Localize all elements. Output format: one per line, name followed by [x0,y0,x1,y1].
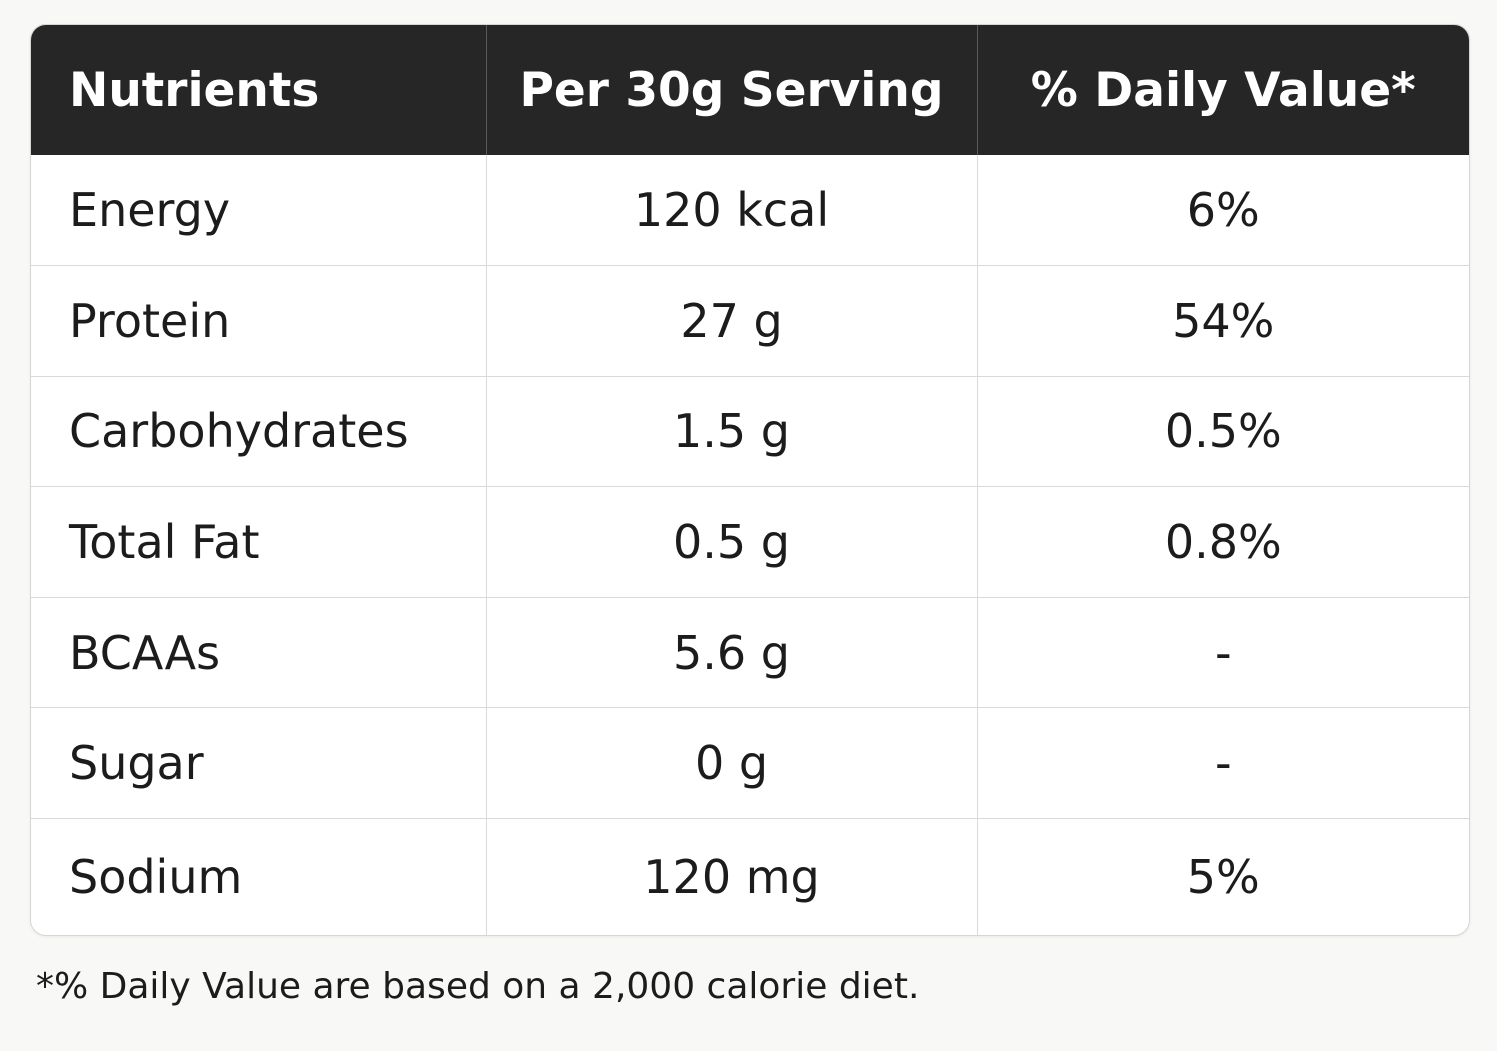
nutrition-table: Nutrients Per 30g Serving % Daily Value*… [31,25,1469,935]
table-row: Sugar 0 g - [31,707,1469,819]
per-serving-value: 5.6 g [486,596,978,708]
per-serving-value: 120 kcal [486,155,978,266]
per-serving-value: 1.5 g [486,375,978,487]
nutrient-name: Sodium [31,817,487,935]
daily-value: 6% [1186,183,1260,238]
nutrient-name: Total Fat [31,486,487,598]
table-body: Energy 120 kcal 6% Protein 27 g 54% Carb… [31,155,1469,935]
daily-value: - [977,707,1469,819]
header-daily-value: % Daily Value* [1030,62,1416,118]
nutrient-name: Carbohydrates [31,375,487,487]
table-row: Carbohydrates 1.5 g 0.5% [31,375,1469,487]
nutrition-table-card: Nutrients Per 30g Serving % Daily Value*… [30,24,1470,936]
header-nutrients: Nutrients [31,25,487,155]
per-serving-value: 27 g [486,265,978,377]
table-row: Energy 120 kcal 6% [31,155,1469,266]
table-row: Sodium 120 mg 5% [31,817,1469,935]
daily-value: - [977,596,1469,708]
daily-value: 0.5% [977,375,1469,487]
daily-value: 5% [977,817,1469,935]
header-row: Nutrients Per 30g Serving % Daily Value* [31,25,1469,155]
nutrient-name: BCAAs [31,596,487,708]
table-row: Total Fat 0.5 g 0.8% [31,486,1469,598]
table-row: BCAAs 5.6 g - [31,596,1469,708]
table-row: Protein 27 g 54% [31,265,1469,377]
daily-value: 54% [977,265,1469,377]
per-serving-value: 120 mg [486,817,978,935]
daily-value: 0.8% [977,486,1469,598]
per-serving-value: 0.5 g [486,486,978,598]
footnote: *% Daily Value are based on a 2,000 calo… [36,966,920,1007]
header-per-serving: Per 30g Serving [486,25,978,155]
nutrient-name: Protein [31,265,487,377]
per-serving-value: 0 g [486,707,978,819]
nutrient-name: Sugar [31,707,487,819]
nutrient-name: Energy [31,155,487,266]
table-header: Nutrients Per 30g Serving % Daily Value* [31,25,1469,155]
